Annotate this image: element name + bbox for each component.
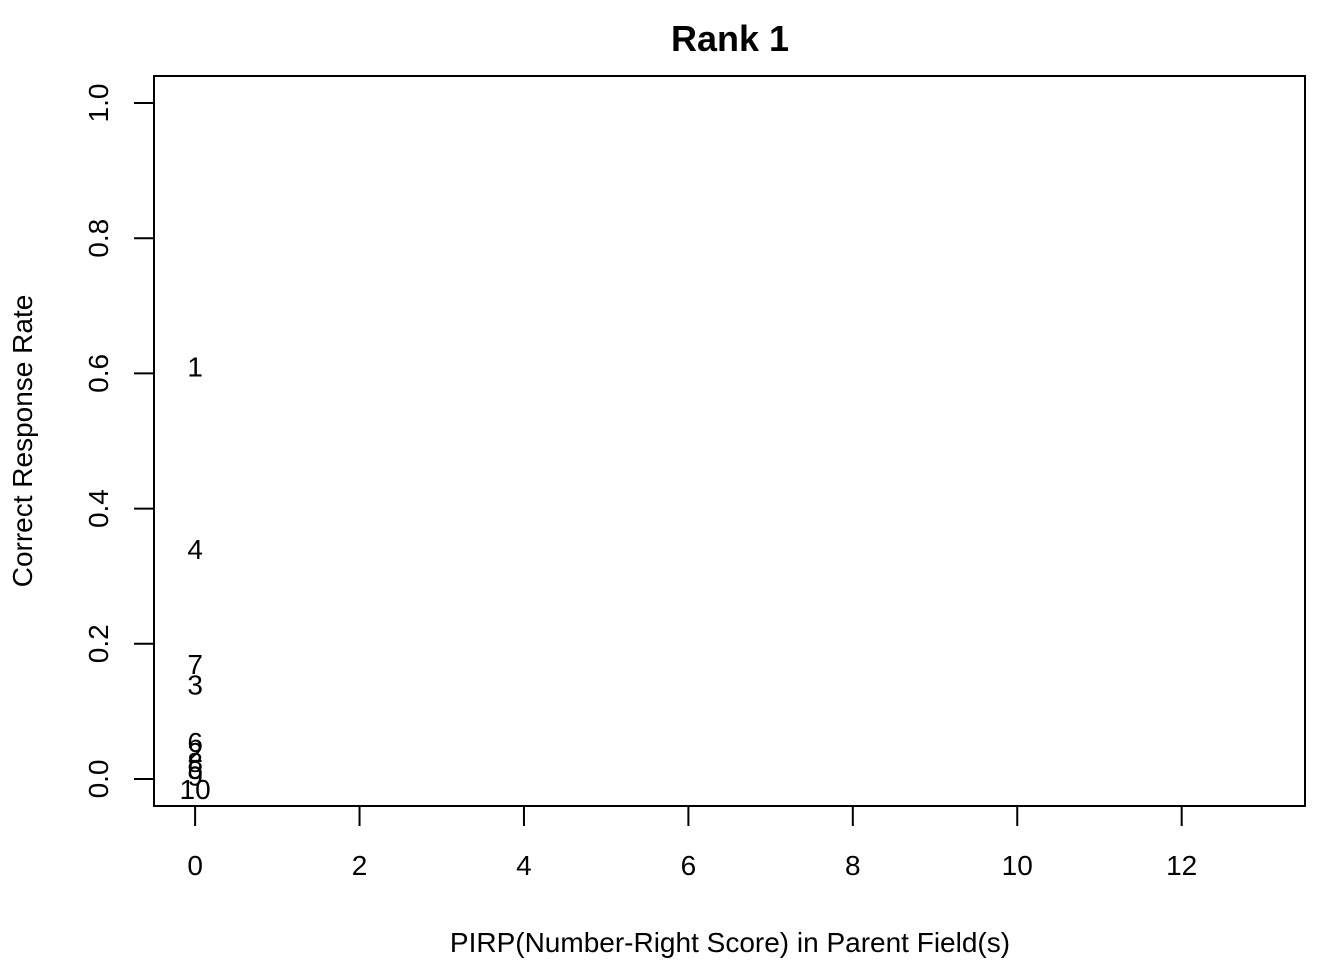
plot-frame [153, 75, 1306, 807]
data-point-label: 7 [187, 649, 203, 680]
y-tick-label: 0.2 [83, 624, 114, 663]
data-point-label: 4 [187, 534, 203, 565]
y-axis: 0.0 0.2 0.4 0.6 0.8 1.0 [83, 84, 155, 798]
y-tick-label: 1.0 [83, 84, 114, 123]
x-tick-label: 2 [352, 850, 368, 881]
x-tick-label: 6 [681, 850, 697, 881]
data-point-label: 5 [187, 754, 203, 785]
x-axis-label: PIRP(Number-Right Score) in Parent Field… [450, 927, 1010, 958]
x-axis: 0 2 4 6 8 10 12 [187, 805, 1197, 881]
y-tick-label: 0.8 [83, 219, 114, 258]
x-tick-label: 0 [187, 850, 203, 881]
data-point-label: 1 [187, 352, 203, 383]
data-point-label: 10 [180, 774, 211, 805]
y-tick-label: 0.4 [83, 489, 114, 528]
data-point-label: 2 [187, 737, 203, 768]
data-point-label: 8 [187, 747, 203, 778]
data-point-label: 6 [187, 727, 203, 758]
data-point-label: 9 [187, 761, 203, 792]
chart-title: Rank 1 [671, 18, 789, 59]
x-tick-label: 12 [1166, 850, 1197, 881]
x-tick-label: 10 [1002, 850, 1033, 881]
x-tick-label: 4 [516, 850, 532, 881]
y-tick-label: 0.0 [83, 759, 114, 798]
y-tick-label: 0.6 [83, 354, 114, 393]
x-tick-label: 8 [845, 850, 861, 881]
y-axis-label: Correct Response Rate [7, 295, 38, 588]
data-point-label: 3 [187, 669, 203, 700]
